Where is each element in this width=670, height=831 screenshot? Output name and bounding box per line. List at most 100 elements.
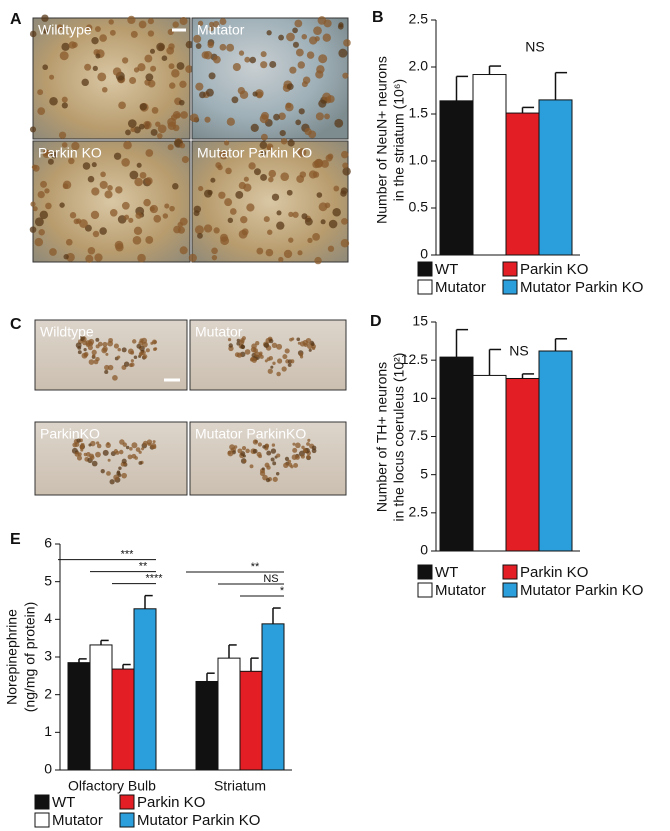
cell [326,95,335,103]
cell [142,440,149,446]
micrograph [189,319,347,391]
cell [29,226,37,233]
cell [308,170,318,179]
micrograph [189,421,347,496]
cell [172,183,179,190]
cell [143,120,152,130]
bar [439,100,474,256]
cell [112,67,122,76]
cell [306,455,311,460]
cell [133,226,143,235]
cell [249,56,257,64]
cell [276,221,285,230]
legend-swatch [502,582,518,598]
cell [91,187,100,196]
cell [313,26,322,36]
cell [195,43,202,49]
cell [241,446,247,451]
cell [87,175,95,183]
cell [85,24,93,31]
y-tick-label: 5 [44,572,52,588]
cell [316,192,323,198]
cell [130,127,136,133]
cell [253,168,261,176]
cell [211,254,218,261]
legend-label: Mutator [52,812,103,829]
annotation: NS [509,343,528,359]
cell [92,65,98,72]
cell [91,37,99,45]
cell [121,347,127,353]
cell [42,64,49,71]
legend-swatch [502,279,518,295]
cell [88,359,95,365]
cell [114,240,124,250]
cell [49,74,55,80]
cell [276,371,281,377]
y-tick-label: 15 [412,313,428,329]
cell [302,339,309,346]
cell [169,82,176,89]
cell [107,364,114,371]
legend-label: Mutator Parkin KO [520,582,643,599]
cell [123,140,132,150]
cell [162,213,169,219]
cell [185,65,193,73]
cell [56,24,63,31]
cell [267,368,273,374]
cell [287,459,292,464]
cell [209,21,215,27]
cell [34,217,44,227]
cell [49,248,57,256]
cell [297,148,307,157]
cell [45,202,52,210]
cell [49,96,58,106]
cell [109,479,115,485]
cell [79,219,88,228]
cell [307,237,313,244]
cell [129,76,137,84]
cell [255,89,264,98]
cell [37,190,45,199]
significance-label: ** [251,561,260,573]
cell [232,63,241,72]
cell [233,445,238,449]
cell [270,448,277,454]
cell [99,34,107,42]
bar [67,662,91,771]
y-tick-label: 0 [420,542,428,558]
cell [138,461,143,465]
cell [89,453,95,459]
cell [298,108,305,115]
panel-letter: D [370,313,382,330]
cell [133,355,138,359]
cell [155,121,161,127]
cell [34,237,44,247]
cell [137,253,146,263]
cell [108,19,114,25]
cell [243,459,247,463]
cell [197,232,203,239]
cell [147,18,154,25]
cell [117,347,121,352]
cell [66,252,75,262]
cell [201,51,210,59]
cell [340,239,350,248]
cell [277,358,283,364]
cell [250,356,255,361]
cell [80,445,84,450]
cell [195,82,204,91]
cell [270,457,275,462]
cell [138,123,145,130]
cell [127,348,134,355]
cell [332,208,341,217]
cell [38,229,45,236]
cell [225,167,232,175]
cell [264,443,270,448]
cell [93,359,99,365]
cell [273,113,280,121]
bar [505,377,540,552]
cell [227,338,232,342]
cell [268,176,274,183]
cell [226,117,235,126]
